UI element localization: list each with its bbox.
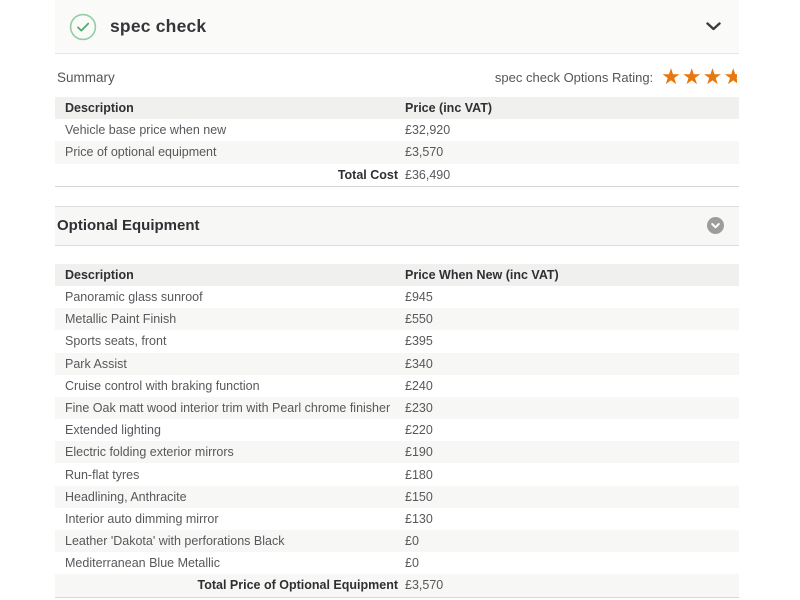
cell-price: £3,570 (405, 145, 444, 160)
star-half-icon: ★ (723, 66, 737, 88)
cell-price: £340 (405, 356, 433, 371)
cell-description: Extended lighting (65, 423, 161, 438)
table-row: Mediterranean Blue Metallic £0 (55, 552, 739, 574)
cell-description: Metallic Paint Finish (65, 312, 177, 327)
cell-description: Interior auto dimming mirror (65, 511, 219, 526)
table-row: Electric folding exterior mirrors £190 (55, 441, 739, 464)
cell-price: £150 (405, 489, 433, 504)
summary-table: Description Price (inc VAT) Vehicle base p… (55, 97, 739, 187)
star-full-icon: ★ (681, 64, 703, 89)
column-header-price: Price When New (inc VAT) (405, 267, 559, 282)
cell-description: Electric folding exterior mirrors (65, 445, 234, 460)
table-row: Sports seats, front £395 (55, 330, 739, 352)
cell-price: £945 (405, 290, 433, 305)
table-row: Price of optional equipment £3,570 (55, 141, 739, 164)
spacer (55, 246, 739, 264)
rating-label: spec check Options Rating: (494, 69, 654, 85)
cell-description: Sports seats, front (65, 334, 167, 349)
cell-description: Price of optional equipment (65, 145, 217, 160)
cell-description: Headlining, Anthracite (65, 489, 187, 504)
cell-price: £0 (405, 556, 419, 571)
table-row: Extended lighting £220 (55, 419, 739, 441)
chevron-down-circle-icon[interactable] (707, 217, 724, 235)
cell-price: £395 (405, 334, 433, 349)
summary-strip: Summary spec check Options Rating: ★ ★ ★ ★ (55, 66, 739, 88)
total-label: Total Cost (337, 167, 398, 182)
optional-equipment-title: Optional Equipment (57, 217, 200, 235)
cell-description: Mediterranean Blue Metallic (65, 556, 220, 571)
table-row: Leather 'Dakota' with perforations Black… (55, 530, 739, 553)
options-rating: spec check Options Rating: ★ ★ ★ ★ (495, 66, 737, 88)
check-circle-icon (69, 13, 97, 41)
table-total-row: Total Cost £36,490 (55, 164, 739, 186)
cell-price: £240 (405, 378, 433, 393)
table-row: Park Assist £340 (55, 352, 739, 375)
spec-check-panel: spec check Summary spec check Options Ra… (55, 0, 739, 598)
column-header-description: Description (65, 101, 134, 116)
cell-price: £0 (405, 534, 419, 549)
table-header-row: Description Price When New (inc VAT) (55, 263, 739, 286)
cell-price: £180 (405, 467, 433, 482)
star-full-icon: ★ (702, 64, 724, 89)
cell-description: Run-flat tyres (65, 467, 140, 482)
cell-price: £32,920 (405, 123, 451, 138)
star-full-icon: ★ (661, 64, 682, 89)
cell-price: £220 (405, 423, 433, 438)
total-label: Total Price of Optional Equipment (197, 578, 398, 593)
optional-equipment-accordion-header[interactable]: Optional Equipment (55, 205, 739, 246)
cell-price: £550 (405, 312, 433, 327)
column-header-price: Price (inc VAT) (405, 101, 493, 116)
cell-price: £130 (405, 511, 433, 526)
total-price: £36,490 (405, 167, 451, 182)
total-price: £3,570 (405, 578, 444, 593)
table-header-row: Description Price (inc VAT) (55, 97, 739, 120)
chevron-down-icon[interactable] (706, 22, 721, 31)
table-row: Vehicle base price when new £32,920 (55, 119, 739, 141)
cell-description: Cruise control with braking function (65, 378, 260, 393)
table-row: Interior auto dimming mirror £130 (55, 508, 739, 530)
table-row: Run-flat tyres £180 (55, 463, 739, 485)
cell-description: Leather 'Dakota' with perforations Black (65, 534, 285, 549)
table-row: Panoramic glass sunroof £945 (55, 286, 739, 308)
table-row: Fine Oak matt wood interior trim with Pe… (55, 396, 739, 420)
table-row: Headlining, Anthracite £150 (55, 485, 739, 508)
column-header-description: Description (65, 267, 134, 282)
cell-price: £190 (405, 445, 433, 460)
cell-description: Park Assist (65, 356, 127, 371)
cell-description: Fine Oak matt wood interior trim with Pe… (65, 400, 391, 415)
summary-label: Summary (57, 69, 115, 85)
optional-equipment-table: Description Price When New (inc VAT) Panor… (55, 263, 739, 598)
cell-description: Panoramic glass sunroof (65, 290, 203, 305)
table-total-row: Total Price of Optional Equipment £3,570 (55, 574, 739, 597)
table-row: Metallic Paint Finish £550 (55, 308, 739, 331)
cell-price: £230 (405, 400, 433, 415)
spec-check-accordion-header[interactable]: spec check (55, 0, 739, 54)
cell-description: Vehicle base price when new (65, 123, 227, 138)
star-rating: ★ ★ ★ ★ (661, 66, 737, 88)
spec-check-title: spec check (110, 16, 207, 36)
table-row: Cruise control with braking function £240 (55, 375, 739, 397)
